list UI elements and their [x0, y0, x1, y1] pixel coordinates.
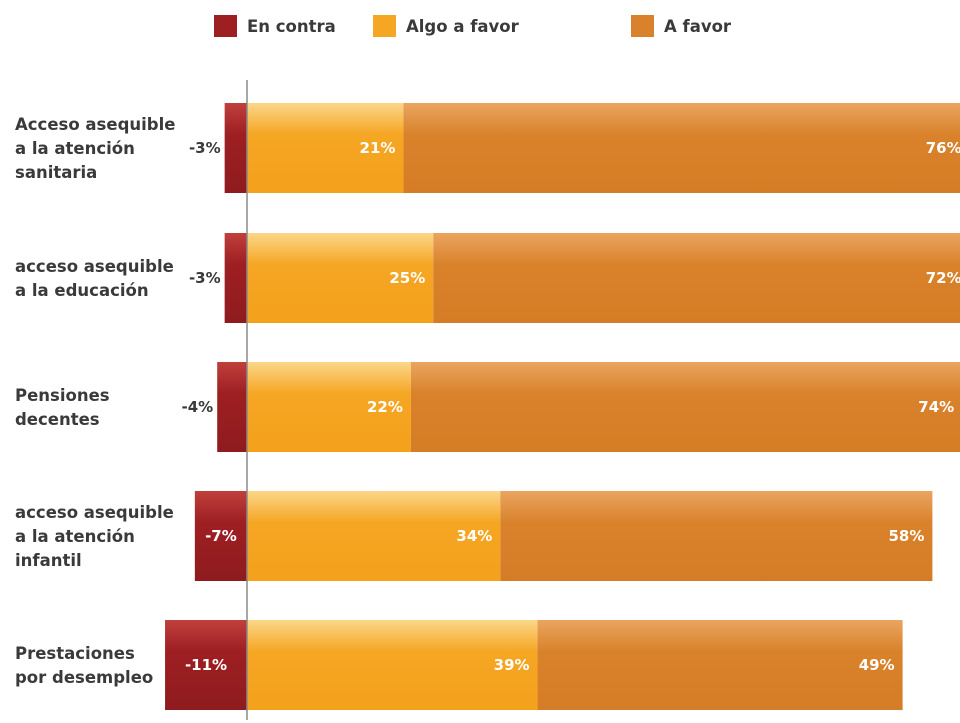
- bars: [165, 103, 960, 710]
- value-labels: 21% 76% -3% 25% 72% -3% 22% 74% -4% 34% 58% -7% 39% 4…: [181, 139, 960, 674]
- value-label-algo-a-favor-3: 22%: [367, 398, 403, 416]
- value-label-en-contra-5: -11%: [185, 656, 227, 674]
- value-label-algo-a-favor-5: 39%: [494, 656, 530, 674]
- bar-a-favor-1: [403, 103, 960, 193]
- category-label-5-line-2: por desempleo: [15, 668, 153, 687]
- category-label-5-line-1: Prestaciones: [15, 644, 135, 663]
- bar-a-favor-4: [500, 491, 933, 581]
- category-label-2-line-2: a la educación: [15, 281, 149, 300]
- category-label-1-line-3: sanitaria: [15, 163, 97, 182]
- category-label-4-line-3: infantil: [15, 551, 82, 570]
- legend-swatch-1: [214, 15, 237, 37]
- bar-en-contra-1: [224, 103, 247, 193]
- bar-a-favor-2: [433, 233, 960, 323]
- bar-algo-a-favor-1: [247, 103, 404, 193]
- value-label-en-contra-4: -7%: [205, 527, 237, 545]
- bar-algo-a-favor-2: [247, 233, 434, 323]
- value-label-a-favor-4: 58%: [888, 527, 924, 545]
- value-label-a-favor-2: 72%: [926, 269, 960, 287]
- bar-a-favor-3: [410, 362, 960, 452]
- value-label-a-favor-3: 74%: [918, 398, 954, 416]
- value-label-algo-a-favor-4: 34%: [456, 527, 492, 545]
- value-label-en-contra-2: -3%: [189, 269, 221, 287]
- category-label-3-line-1: Pensiones: [15, 386, 110, 405]
- bar-en-contra-4: [194, 491, 247, 581]
- category-labels: Acceso asequible a la atención sanitaria ac…: [15, 115, 175, 687]
- legend-swatch-3: [631, 15, 654, 37]
- category-label-1-line-2: a la atención: [15, 139, 135, 158]
- legend-label-2: Algo a favor: [406, 17, 520, 36]
- bar-algo-a-favor-3: [247, 362, 411, 452]
- legend-label-1: En contra: [247, 17, 336, 36]
- value-label-a-favor-5: 49%: [859, 656, 895, 674]
- value-label-a-favor-1: 76%: [926, 139, 960, 157]
- category-label-4-line-2: a la atención: [15, 527, 135, 546]
- legend-swatch-2: [373, 15, 396, 37]
- bar-en-contra-5: [165, 620, 247, 710]
- value-label-en-contra-1: -3%: [189, 139, 221, 157]
- bar-a-favor-5: [537, 620, 903, 710]
- bar-en-contra-2: [224, 233, 247, 323]
- category-label-3-line-2: decentes: [15, 410, 100, 429]
- category-label-1-line-1: Acceso asequible: [15, 115, 175, 134]
- value-label-algo-a-favor-1: 21%: [360, 139, 396, 157]
- value-label-en-contra-3: -4%: [181, 398, 213, 416]
- value-label-algo-a-favor-2: 25%: [389, 269, 425, 287]
- category-label-4-line-1: acceso asequible: [15, 503, 174, 522]
- category-label-2-line-1: acceso asequible: [15, 257, 174, 276]
- legend: En contra Algo a favor A favor: [214, 15, 732, 37]
- bar-algo-a-favor-4: [247, 491, 501, 581]
- bar-algo-a-favor-5: [247, 620, 538, 710]
- bar-en-contra-3: [217, 362, 247, 452]
- legend-label-3: A favor: [664, 17, 732, 36]
